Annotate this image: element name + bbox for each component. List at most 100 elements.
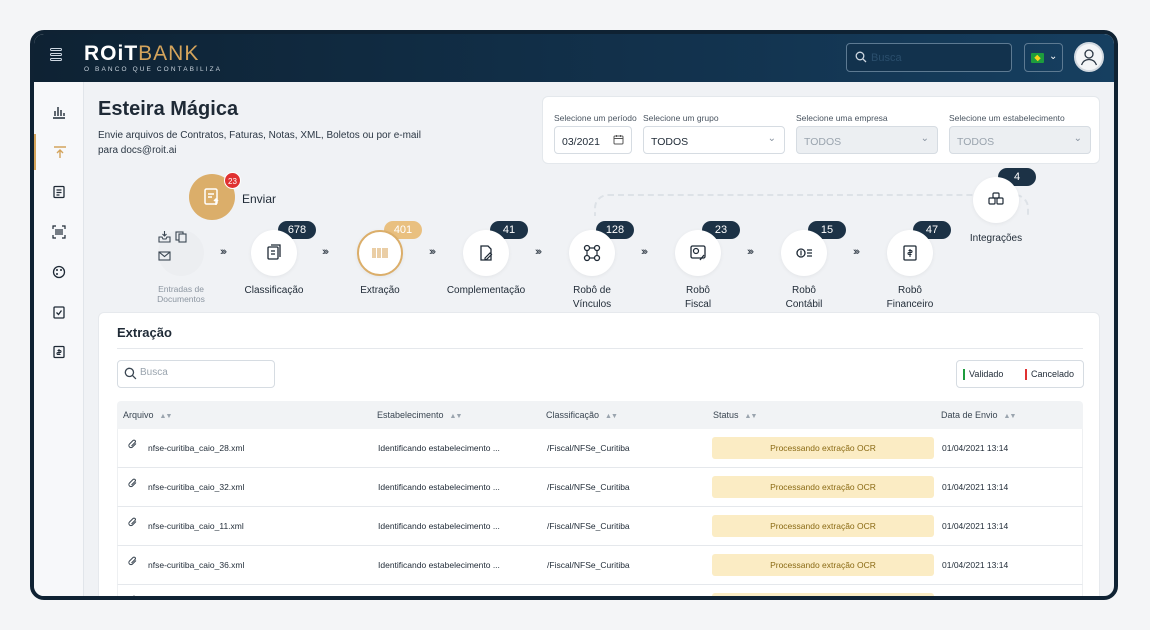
accounting-icon [796,248,812,258]
sidebar-item-documents[interactable] [34,174,84,210]
chevron-down-icon: ⌄ [767,133,776,144]
company-label: Selecione uma empresa [796,113,888,123]
column-estabelecimento[interactable]: Estabelecimento ▲▼ [377,410,463,420]
brand-logo[interactable]: ROiTBANK O BANCO QUE CONTABILIZA [84,42,222,74]
paperclip-icon [128,517,137,527]
period-value: 03/2021 [562,136,600,148]
sidebar-item-barcode[interactable] [34,214,84,250]
column-arquivo[interactable]: Arquivo ▲▼ [123,410,173,420]
contabil-node[interactable] [781,230,827,276]
chevron-down-icon: ⌄ [920,133,929,144]
flow-arrow-icon: ››› [535,246,542,258]
enviar-label: Enviar [242,192,277,206]
complementacao-node[interactable] [463,230,509,276]
cell-classificacao: /Fiscal/NFSe_Curitiba [547,560,630,570]
sidebar [34,82,84,596]
paperclip-icon [132,595,136,596]
group-label: Selecione um grupo [643,113,719,123]
financeiro-label: Robô Financeiro [886,285,934,310]
mail-icon [158,251,171,261]
link-nodes-icon [583,244,601,262]
sort-icon[interactable]: ▲▼ [1003,413,1017,420]
classification-icon [267,244,281,260]
flow-arrow-icon: ››› [853,246,860,258]
paperclip-icon [128,439,137,449]
extracao-panel: Extração Validado Cancelado Arquivo▲▼ Es… [98,312,1100,596]
status-badge: Processando extração OCR [712,437,934,459]
extracao-node[interactable] [357,230,403,276]
entradas-label: Entradas de Documentos [157,284,205,304]
global-search[interactable] [846,43,1012,72]
copy-icon [175,231,188,243]
divider [117,348,1083,349]
classificacao-node[interactable] [251,230,297,276]
financeiro-node[interactable] [887,230,933,276]
integrations-icon [988,192,1004,205]
search-icon [855,51,867,63]
cancelado-marker [1025,369,1027,380]
sort-icon[interactable]: ▲▼ [449,413,463,420]
upload-document-icon [204,188,219,205]
paperclip-icon [128,478,137,488]
barcode-scan-icon [372,248,388,258]
column-classificacao[interactable]: Classificação ▲▼ [546,410,618,420]
group-select[interactable]: TODOS ⌄ [643,126,785,154]
fiscal-node[interactable] [675,230,721,276]
establishment-value: TODOS [957,136,995,148]
cell-estabelecimento: Identificando estabelecimento ... [378,443,500,453]
column-status[interactable]: Status ▲▼ [713,410,758,420]
page-subtitle: Envie arquivos de Contratos, Faturas, No… [98,130,421,156]
sort-icon[interactable]: ▲▼ [605,413,618,420]
table-row[interactable] [117,585,1083,596]
cell-arquivo: nfse-curitiba_caio_28.xml [148,443,245,453]
classificacao-label: Classificação [244,285,304,296]
period-picker[interactable]: 03/2021 [554,126,632,154]
validado-marker [963,369,965,380]
paperclip-icon [128,556,137,566]
cell-arquivo: nfse-curitiba_caio_32.xml [148,482,245,492]
flow-arrow-icon: ››› [429,246,436,258]
sidebar-item-invoices[interactable] [34,334,84,370]
global-search-input[interactable] [871,49,1003,67]
status-badge: Processando extração OCR [712,554,934,576]
sidebar-item-esteira[interactable] [34,134,84,170]
bar-chart-icon [53,107,65,119]
cell-estabelecimento: Identificando estabelecimento ... [378,482,500,492]
legend-validado: Validado [963,369,1003,380]
upload-icon [54,146,66,158]
company-select[interactable]: TODOS ⌄ [796,126,938,154]
sidebar-item-palette[interactable] [34,254,84,290]
period-label: Selecione um período [554,113,637,123]
palette-icon [52,265,66,279]
table-row[interactable]: nfse-curitiba_caio_28.xml Identificando … [117,429,1083,468]
vinculos-label: Robô de Vínculos [572,285,612,310]
table-row[interactable]: nfse-curitiba_caio_32.xml Identificando … [117,468,1083,507]
table-search[interactable] [117,360,275,388]
complementacao-label: Complementação [446,285,526,296]
sort-icon[interactable]: ▲▼ [159,413,173,420]
menu-icon[interactable] [50,48,68,66]
enviar-count-badge: 23 [224,172,241,189]
table-row[interactable]: nfse-curitiba_caio_11.xml Identificando … [117,507,1083,546]
table-search-input[interactable] [140,367,270,378]
inbox-icon [158,231,171,243]
table-header: Arquivo ▲▼ Estabelecimento ▲▼ Classificaçã… [117,401,1083,429]
logo-primary: ROiT [84,42,139,65]
user-avatar[interactable] [1074,42,1104,72]
sidebar-item-tasks[interactable] [34,294,84,330]
status-badge: Processando extração OCR [712,515,934,537]
sidebar-item-dashboard[interactable] [34,94,84,130]
column-data-envio[interactable]: Data de Envio ▲▼ [941,410,1017,420]
legend-cancelado: Cancelado [1025,369,1074,380]
language-selector[interactable]: ⌄ [1024,43,1063,72]
table-row[interactable]: nfse-curitiba_caio_36.xml Identificando … [117,546,1083,585]
sort-icon[interactable]: ▲▼ [744,413,758,420]
integracoes-node[interactable] [973,177,1019,223]
cell-estabelecimento: Identificando estabelecimento ... [378,521,500,531]
establishment-select[interactable]: TODOS ⌄ [949,126,1091,154]
tax-percent-icon [690,245,706,261]
logo-secondary: BANK [138,42,200,65]
entradas-node[interactable] [158,230,204,276]
vinculos-node[interactable] [569,230,615,276]
chevron-down-icon: ⌄ [1049,51,1058,62]
